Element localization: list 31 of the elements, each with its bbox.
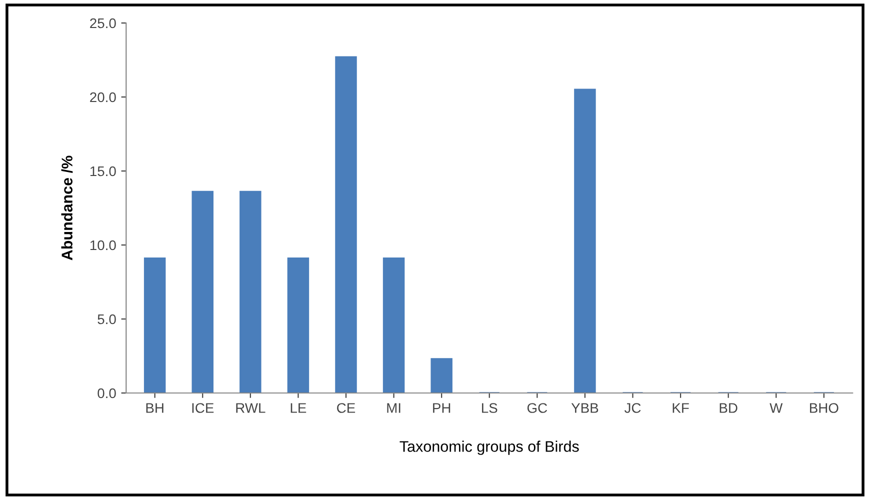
x-tick-label: MI <box>387 403 400 413</box>
y-tick-label: 25.0 <box>90 18 116 28</box>
y-axis-title: Abundance /% <box>61 156 73 260</box>
x-tick-label: RWL <box>236 403 266 413</box>
y-tick-label: 15.0 <box>90 166 116 176</box>
y-tick-label: 5.0 <box>98 314 116 324</box>
x-tick-label: ICE <box>192 403 214 413</box>
x-tick-label: PH <box>433 403 450 413</box>
x-tick-label: YBB <box>571 403 598 413</box>
x-axis-title: Taxonomic groups of Birds <box>400 440 579 455</box>
x-tick-label: BH <box>146 403 164 413</box>
x-tick-label: BD <box>720 403 738 413</box>
x-tick-label: GC <box>527 403 548 413</box>
y-tick-label: 0.0 <box>98 388 116 398</box>
x-tick-label: JC <box>624 403 641 413</box>
x-tick-label: LE <box>290 403 306 413</box>
bar <box>335 56 357 393</box>
x-tick-label: LS <box>482 403 498 413</box>
bar <box>574 88 596 393</box>
y-tick-label: 10.0 <box>90 240 116 250</box>
bar <box>430 358 452 393</box>
x-tick-label: KF <box>672 403 689 413</box>
bar <box>192 190 214 393</box>
x-tick-label: W <box>770 403 783 413</box>
bar <box>287 257 310 393</box>
bar <box>240 190 262 393</box>
bar <box>382 257 405 393</box>
y-tick-label: 20.0 <box>90 92 116 102</box>
x-tick-label: CE <box>337 403 356 413</box>
x-tick-label: BHO <box>810 403 838 413</box>
bar <box>144 257 166 393</box>
